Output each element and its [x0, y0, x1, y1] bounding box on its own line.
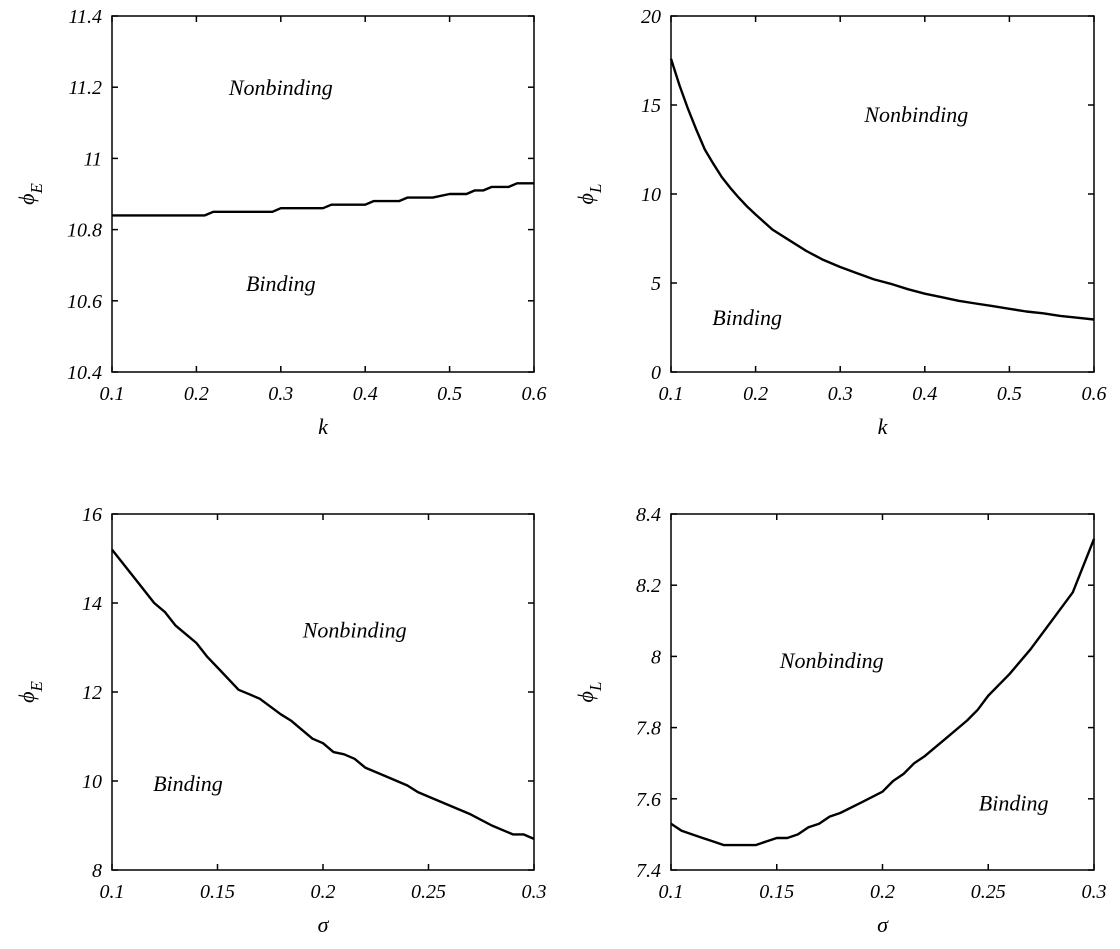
y-axis-subscript: L: [586, 682, 605, 692]
x-axis-label: k: [318, 414, 329, 439]
region-annotation: Nonbinding: [228, 75, 333, 100]
region-annotation: Binding: [979, 790, 1049, 815]
chart-panel-1: 0.1 0.2 0.3 0.4 0.5 0.6 10.4 10.6 10.8 11 11.2 11.4…: [14, 6, 547, 439]
y-tick-label: 16: [82, 504, 102, 526]
y-axis-subscript: L: [586, 184, 605, 194]
y-tick-label: 8.4: [636, 504, 661, 526]
y-tick-label: 12: [82, 682, 102, 704]
x-tick-label: 0.15: [759, 881, 794, 903]
y-axis-label: ϕL: [573, 184, 605, 205]
x-tick-label: 0.3: [828, 383, 853, 405]
y-tick-label: 10: [641, 184, 661, 206]
y-tick-label: 7.4: [636, 860, 661, 882]
y-tick-label: 14: [82, 593, 102, 615]
region-annotation: Nonbinding: [863, 102, 968, 127]
x-tick-label: 0.3: [1082, 881, 1107, 903]
x-tick-label: 0.5: [437, 383, 462, 405]
region-annotation: Binding: [246, 271, 316, 296]
x-tick-label: 0.2: [311, 881, 336, 903]
y-tick-label: 8: [651, 646, 661, 668]
y-tick-label: 11: [83, 148, 102, 170]
x-tick-label: 0.1: [659, 881, 684, 903]
region-annotation: Nonbinding: [779, 648, 884, 673]
plot-frame: [111, 15, 535, 373]
y-tick-label: 20: [641, 6, 661, 28]
x-tick-label: 0.2: [184, 383, 209, 405]
x-tick-label: 0.2: [743, 383, 768, 405]
plot-frame: [670, 513, 1095, 871]
y-tick-label: 10.8: [67, 220, 102, 242]
chart-panel-2: 0.1 0.2 0.3 0.4 0.5 0.6 0 5 10 15 20 k ϕL Nonbinding B…: [573, 6, 1107, 439]
boundary-line: [112, 182, 534, 217]
y-axis-symbol: ϕ: [573, 193, 598, 204]
x-tick-label: 0.6: [522, 383, 547, 405]
boundary-line: [670, 538, 1096, 847]
x-tick-label: 0.15: [200, 881, 235, 903]
region-annotation: Nonbinding: [302, 618, 407, 643]
y-tick-label: 7.6: [636, 789, 661, 811]
y-tick-label: 10.6: [67, 291, 102, 313]
x-tick-label: 0.2: [870, 881, 895, 903]
y-tick-label: 11.4: [68, 6, 102, 28]
x-tick-label: 0.3: [268, 383, 293, 405]
y-tick-label: 8: [92, 860, 102, 882]
x-axis-label: k: [878, 414, 889, 439]
y-tick-label: 15: [641, 95, 661, 117]
x-tick-label: 0.1: [659, 383, 684, 405]
x-tick-label: 0.3: [522, 881, 547, 903]
x-tick-label: 0.1: [100, 881, 125, 903]
x-axis-label: σ: [877, 912, 889, 937]
y-tick-label: 5: [651, 273, 661, 295]
boundary-line: [669, 58, 1095, 321]
x-tick-label: 0.6: [1082, 383, 1107, 405]
x-tick-label: 0.4: [912, 383, 937, 405]
chart-panel-3: 0.1 0.15 0.2 0.25 0.3 8 10 12 14 16 σ ϕE Nonbinding B…: [14, 504, 547, 937]
y-axis-subscript: E: [27, 183, 46, 195]
chart-panel-4: 0.1 0.15 0.2 0.25 0.3 7.4 7.6 7.8 8 8.2 8.4 σ ϕL Nonb…: [573, 504, 1107, 937]
x-tick-label: 0.1: [100, 383, 125, 405]
y-axis-label: ϕE: [14, 681, 46, 703]
y-axis-symbol: ϕ: [14, 194, 39, 205]
y-tick-label: 10: [82, 771, 102, 793]
x-tick-label: 0.5: [997, 383, 1022, 405]
y-tick-label: 11.2: [68, 77, 102, 99]
x-axis-label: σ: [318, 912, 330, 937]
y-axis-symbol: ϕ: [573, 691, 598, 702]
y-tick-label: 10.4: [67, 362, 102, 384]
y-tick-label: 7.8: [636, 718, 661, 740]
region-annotation: Binding: [153, 771, 223, 796]
y-axis-label: ϕL: [573, 682, 605, 703]
plot-frame: [111, 513, 535, 871]
boundary-line: [111, 548, 535, 841]
y-axis-symbol: ϕ: [14, 692, 39, 703]
y-tick-label: 0: [651, 362, 661, 384]
y-axis-subscript: E: [27, 681, 46, 693]
x-tick-label: 0.25: [971, 881, 1006, 903]
region-annotation: Binding: [712, 305, 782, 330]
x-tick-label: 0.25: [411, 881, 446, 903]
x-tick-label: 0.4: [353, 383, 378, 405]
y-axis-label: ϕE: [14, 183, 46, 205]
y-tick-label: 8.2: [636, 575, 661, 597]
